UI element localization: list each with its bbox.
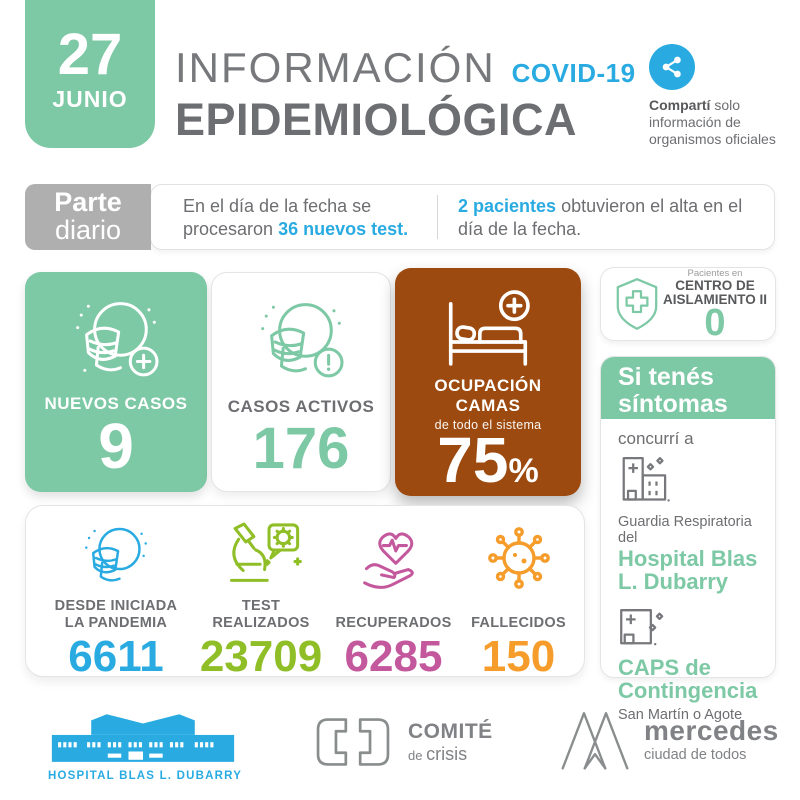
parte-badge-light: diario: [54, 215, 122, 245]
sintomas-panel: Si tenés síntomas concurrí a Guardia Res…: [600, 356, 776, 723]
date-badge: 27 JUNIO: [25, 0, 155, 148]
stat-pandemia-value: 6611: [68, 632, 164, 681]
sintomas-caps-name: CAPS de Contingencia: [618, 656, 761, 702]
card-nuevos-casos: NUEVOS CASOS 9: [25, 272, 207, 492]
sintomas-hospital-line1: Hospital Blas: [618, 546, 758, 571]
sintomas-caps-line2: Contingencia: [618, 678, 758, 704]
heart-hand-icon: [354, 520, 434, 596]
card-ocupacion-camas: OCUPACIÓN CAMAS de todo el sistema 75%: [395, 268, 581, 496]
stat-pandemia-label1: DESDE INICIADA: [54, 597, 178, 614]
sintomas-caps-sub: San Martín o Agote: [618, 707, 743, 724]
stat-tests-value: 23709: [199, 632, 323, 681]
stat-fallecidos-label1: FALLECIDOS: [471, 614, 566, 631]
mercedes-subtitle: ciudad de todos: [644, 747, 747, 764]
share-caption-bold: Compartí: [649, 97, 711, 113]
date-day: 27: [57, 22, 123, 87]
card-nuevos-label: NUEVOS CASOS: [44, 394, 188, 414]
mercedes-m-icon: [558, 708, 632, 772]
centro-value: 0: [704, 302, 726, 344]
parte-msg2-text: obtuvieron el alta en el día de la fecha…: [458, 196, 743, 239]
parte-msg2-highlight: 2 pacientes: [458, 196, 557, 216]
title-informacion: INFORMACIÓN: [175, 44, 496, 91]
parte-badge-bold: Parte: [54, 187, 122, 218]
centro-label-line1: CENTRO DE: [675, 277, 755, 293]
sintomas-title-line1: Si tenés: [618, 363, 714, 391]
sintomas-hospital-name: Hospital Blas L. Dubarry: [618, 547, 761, 593]
card-camas-value: 75%: [437, 428, 539, 492]
mercedes-logo: mercedes ciudad de todos: [558, 708, 779, 772]
shield-cross-icon: [613, 276, 661, 332]
centro-small-label: Pacientes en: [687, 267, 743, 279]
sintomas-hospital-line2: L. Dubarry: [618, 569, 729, 595]
stat-tests: TEST REALIZADOS 23709: [196, 520, 326, 680]
sintomas-caps-line1: CAPS de: [618, 655, 711, 681]
centro-label-line2: AISLAMIENTO II: [662, 291, 767, 307]
mercedes-title: mercedes: [644, 715, 779, 747]
microscope-icon: [219, 520, 303, 596]
sintomas-header: Si tenés síntomas: [601, 357, 775, 419]
share-icon: [649, 44, 695, 90]
stat-tests-label2: REALIZADOS: [212, 614, 310, 631]
stat-recuperados-label1: RECUPERADOS: [335, 614, 452, 631]
hospital-logo: HOSPITAL BLAS L. DUBARRY: [48, 708, 243, 782]
sintomas-title-line2: síntomas: [618, 389, 728, 418]
stat-tests-label1: TEST: [241, 597, 281, 614]
stat-fallecidos: FALLECIDOS 150: [461, 520, 576, 680]
comite-de: de: [408, 748, 427, 763]
card-camas-number: 75: [437, 424, 509, 496]
stat-pandemia: DESDE INICIADA LA PANDEMIA 6611: [36, 520, 196, 680]
comite-crisis: crisis: [426, 744, 468, 764]
hospital-logo-caption: HOSPITAL BLAS L. DUBARRY: [48, 770, 243, 782]
card-activos-label: CASOS ACTIVOS: [227, 396, 375, 416]
caps-building-icon: [616, 603, 670, 647]
title-epidemiologica: EPIDEMIOLÓGICA: [175, 94, 578, 145]
cumulative-stats-card: DESDE INICIADA LA PANDEMIA 6611: [25, 505, 585, 680]
page-title: INFORMACIÓN COVID-19 EPIDEMIOLÓGICA: [175, 44, 636, 146]
parte-diario-box: [150, 184, 775, 250]
stat-recuperados-value: 6285: [344, 632, 443, 681]
card-camas-label: OCUPACIÓN CAMAS: [434, 376, 542, 415]
hospital-building-silhouette-icon: [48, 708, 238, 766]
share-caption: Compartí solo información de organismos …: [649, 97, 789, 148]
hospital-building-icon: [616, 453, 678, 503]
stat-recuperados: RECUPERADOS 6285: [326, 520, 461, 680]
comite-subtitle: de crisis: [408, 745, 493, 763]
date-month: JUNIO: [52, 86, 128, 112]
sintomas-guardia-text: Guardia Respiratoria del: [618, 514, 752, 546]
parte-msg1-highlight: 36 nuevos test.: [278, 218, 409, 239]
card-activos-value: 176: [252, 415, 350, 481]
parte-diario-badge: Parte diario: [25, 184, 151, 250]
parte-divider: [437, 195, 438, 239]
card-nuevos-value: 9: [98, 410, 134, 483]
centro-aislamiento-card: Pacientes en CENTRO DE AISLAMIENTO II 0: [600, 267, 776, 344]
comite-crisis-logo: COMITÉ de crisis: [312, 716, 493, 768]
comite-title: COMITÉ: [408, 720, 493, 743]
stat-fallecidos-value: 150: [481, 632, 556, 681]
title-covid19: COVID-19: [511, 58, 636, 88]
mask-head-alert-icon: [252, 293, 350, 391]
parte-message-tests: En el día de la fecha se procesaron 36 n…: [183, 195, 435, 240]
share-caption-rest: solo información de organismos oficiales: [649, 97, 776, 148]
card-camas-unit: %: [508, 452, 539, 490]
parte-msg1-text: En el día de la fecha se procesaron: [183, 196, 372, 239]
sintomas-intro: concurrí a: [618, 429, 694, 448]
comite-brackets-icon: [312, 716, 394, 768]
virus-icon: [484, 520, 554, 596]
mask-head-plus-icon: [67, 292, 165, 390]
parte-message-altas: 2 pacientes obtuvieron el alta en el día…: [458, 195, 758, 240]
hospital-bed-icon: [438, 288, 538, 376]
stat-pandemia-label2: LA PANDEMIA: [64, 614, 168, 631]
card-casos-activos: CASOS ACTIVOS 176: [211, 272, 391, 492]
card-camas-sublabel: de todo el sistema: [434, 418, 542, 432]
mask-head-icon: [76, 520, 156, 596]
